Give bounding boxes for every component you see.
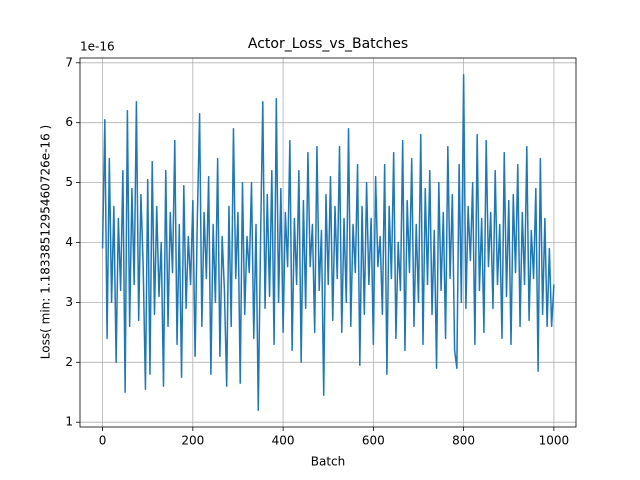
x-tick-label: 0 [99, 434, 107, 448]
y-tick-label: 2 [65, 355, 73, 369]
y-axis-label: Loss( min: 1.1833851295460726e-16 ) [39, 125, 53, 359]
x-tick-label: 200 [181, 434, 204, 448]
plot-frame [79, 57, 577, 428]
x-tick-label: 800 [452, 434, 475, 448]
x-axis-label: Batch [311, 455, 346, 469]
loss-line [101, 74, 555, 411]
chart-title: Actor_Loss_vs_Batches [248, 36, 408, 52]
x-tick-label: 1000 [539, 434, 570, 448]
y-tick-label: 3 [65, 295, 73, 309]
y-tick-label: 6 [65, 115, 73, 129]
y-tick-label: 1 [65, 415, 73, 429]
x-tick-label: 600 [362, 434, 385, 448]
y-tick-label: 5 [65, 175, 73, 189]
y-tick-label: 7 [65, 55, 73, 69]
y-tick-label: 4 [65, 235, 73, 249]
y-offset-label: 1e-16 [80, 40, 115, 54]
x-tick-label: 400 [272, 434, 295, 448]
